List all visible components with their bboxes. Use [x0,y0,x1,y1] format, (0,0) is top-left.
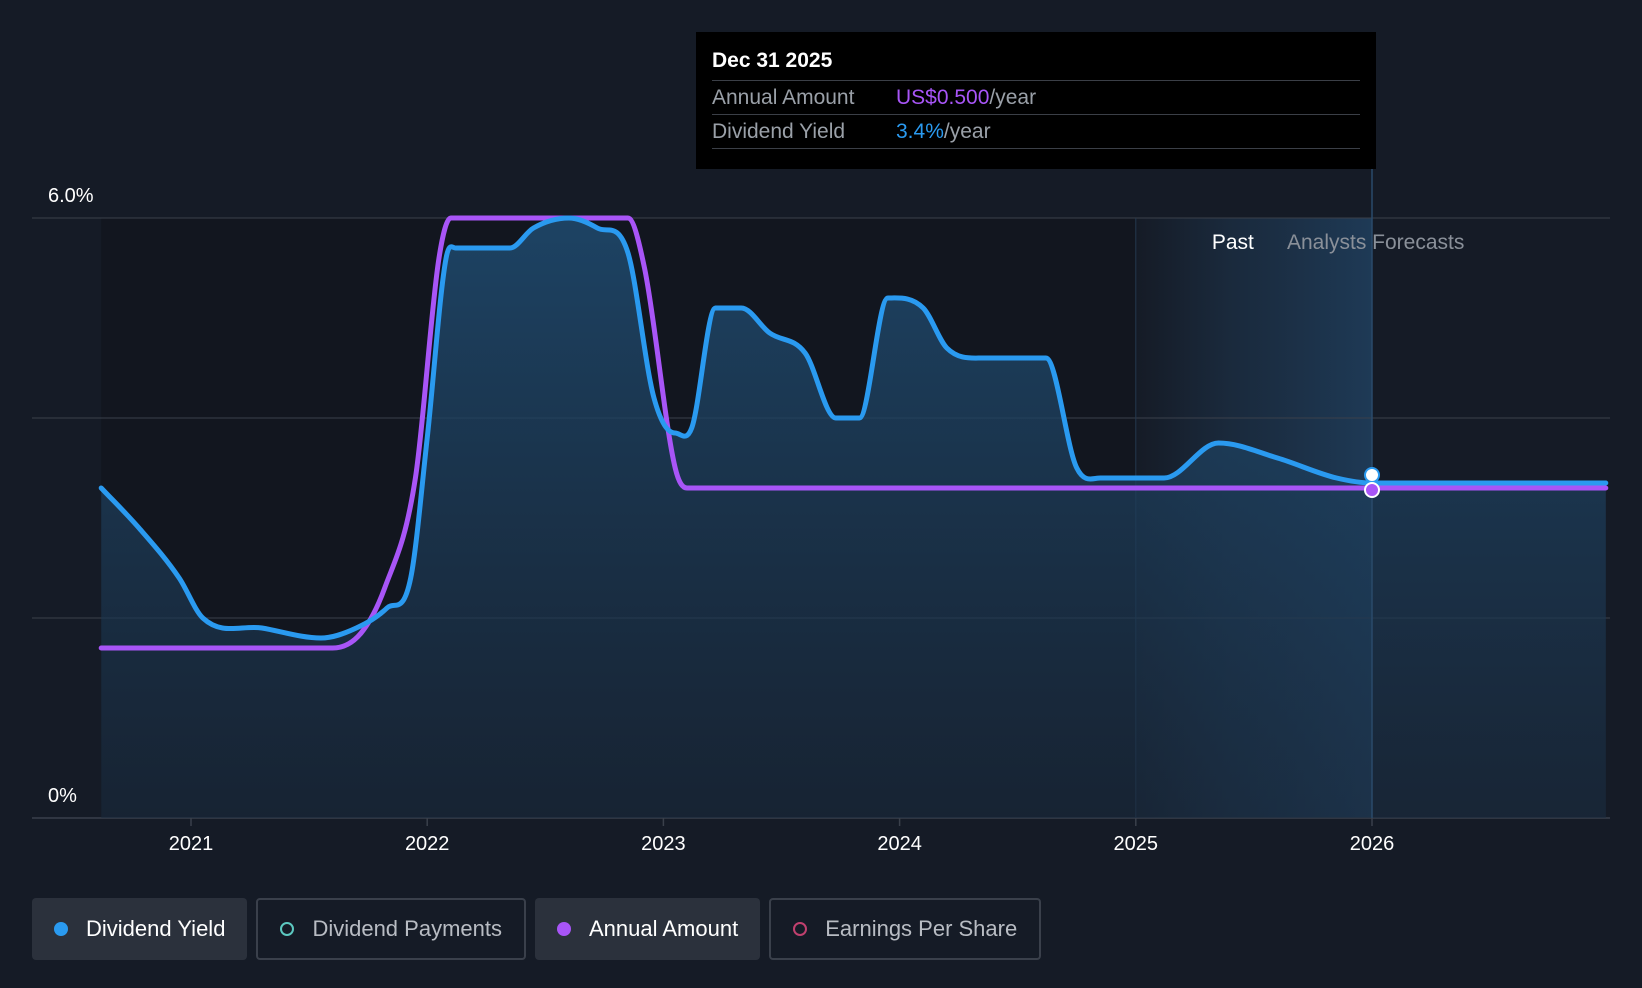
earnings-per-share-dot-icon [793,922,808,936]
tooltip-date: Dec 31 2025 [712,46,1360,81]
legend-earnings-per-share[interactable]: Earnings Per Share [769,898,1042,960]
x-tick-label: 2023 [641,833,686,855]
highlight-yield-point[interactable] [1364,467,1380,483]
tooltip: Dec 31 2025 Annual Amount US$0.500 /year… [696,32,1376,169]
dividend-payments-dot-icon [280,922,295,936]
y-axis: 6.0% 0% [48,185,94,807]
analysts-forecasts-label: Analysts Forecasts [1287,231,1464,254]
legend-dividend-yield[interactable]: Dividend Yield [32,898,248,960]
legend-dividend-payments[interactable]: Dividend Payments [256,898,526,960]
legend-label: Dividend Payments [312,916,502,941]
x-tick-label: 2026 [1350,833,1395,855]
x-tick-label: 2024 [877,833,922,855]
y-tick-label-max: 6.0% [48,185,94,207]
tooltip-row-dividend-yield: Dividend Yield 3.4% /year [712,115,1360,149]
x-axis: 2021 2022 2023 2024 2025 2026 [169,818,1395,855]
legend-label: Annual Amount [588,916,739,941]
tooltip-label: Dividend Yield [712,120,846,143]
highlight-amount-point[interactable] [1364,482,1380,498]
tooltip-value: US$0.500 [896,86,990,109]
x-tick-label: 2021 [169,833,214,855]
annual-amount-dot-icon [556,922,571,936]
dividend-yield-line [98,215,1609,641]
legend: Dividend Yield Dividend Payments Annual … [32,898,1042,960]
legend-annual-amount[interactable]: Annual Amount [534,898,761,960]
tooltip-value: 3.4% [896,120,944,143]
past-label: Past [1212,231,1254,254]
dividend-yield-dot-icon [54,922,68,936]
legend-label: Earnings Per Share [825,916,1018,941]
tooltip-row-annual-amount: Annual Amount US$0.500 /year [712,81,1360,115]
tooltip-unit: /year [943,120,991,143]
y-tick-label-min: 0% [48,785,77,807]
tooltip-label: Annual Amount [712,86,855,109]
yield-area [101,218,1606,818]
x-tick-label: 2022 [405,833,450,855]
legend-label: Dividend Yield [86,916,226,941]
tooltip-unit: /year [989,86,1037,109]
annual-amount-line [98,215,1609,651]
x-tick-label: 2025 [1114,833,1159,855]
